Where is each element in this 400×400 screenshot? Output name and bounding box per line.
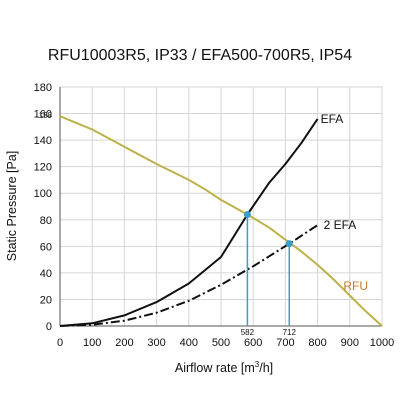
series-line-rfu — [59, 115, 383, 327]
y-tick-label: 60 — [40, 241, 52, 253]
x-tick-label: 400 — [180, 337, 198, 349]
grid — [59, 86, 383, 327]
y-marker-label: 158 — [39, 111, 53, 120]
axes — [59, 87, 382, 327]
y-tick-label: 80 — [40, 215, 52, 227]
series-line-efa — [59, 118, 319, 327]
y-tick-label: 160 — [34, 109, 52, 121]
series-labels: EFA 2 EFA RFU — [321, 112, 368, 293]
x-axis-label-end: /h] — [259, 361, 273, 375]
y-tick-label: 40 — [40, 268, 52, 280]
x-tick-label: 200 — [115, 337, 133, 349]
y-tick-label: 0 — [46, 321, 52, 333]
x-tick-label: 300 — [147, 337, 165, 349]
operating-point-label: 582 — [241, 328, 255, 337]
x-tick-label: 500 — [212, 337, 230, 349]
y-tick-label: 180 — [34, 82, 52, 94]
y-tick-label: 100 — [34, 188, 52, 200]
tick-labels: 0 100 200 300 400 500 600 700 800 900 1000 0 20 40 60 8… — [34, 82, 395, 349]
x-axis-label: Airflow rate [m3/h] — [175, 360, 273, 375]
x-tick-label: 800 — [308, 337, 326, 349]
y-axis-label: Static Pressure [Pa] — [5, 151, 19, 261]
y-tick-label: 140 — [34, 135, 52, 147]
x-axis-label-main: Airflow rate [m — [175, 361, 255, 375]
series-lines — [59, 115, 383, 327]
x-axis-label-sup: 3 — [255, 360, 260, 369]
operating-point-dot — [285, 240, 293, 248]
x-tick-label: 900 — [341, 337, 359, 349]
operating-point-label: 712 — [283, 328, 297, 337]
series-label-2-efa: 2 EFA — [324, 218, 357, 232]
x-tick-label: 1000 — [370, 337, 394, 349]
series-label-efa: EFA — [321, 112, 344, 126]
operating-point-dot — [243, 210, 251, 218]
x-tick-label: 600 — [244, 337, 262, 349]
x-tick-label: 700 — [276, 337, 294, 349]
y-tick-label: 20 — [40, 294, 52, 306]
y-tick-label: 120 — [34, 162, 52, 174]
operating-point-markers: 582 712 158 — [39, 111, 297, 337]
chart-title: RFU10003R5, IP33 / EFA500-700R5, IP54 — [48, 47, 352, 64]
x-tick-label: 100 — [83, 337, 101, 349]
series-line-2-efa — [59, 224, 319, 327]
series-label-rfu: RFU — [343, 279, 368, 293]
x-tick-label: 0 — [57, 337, 63, 349]
